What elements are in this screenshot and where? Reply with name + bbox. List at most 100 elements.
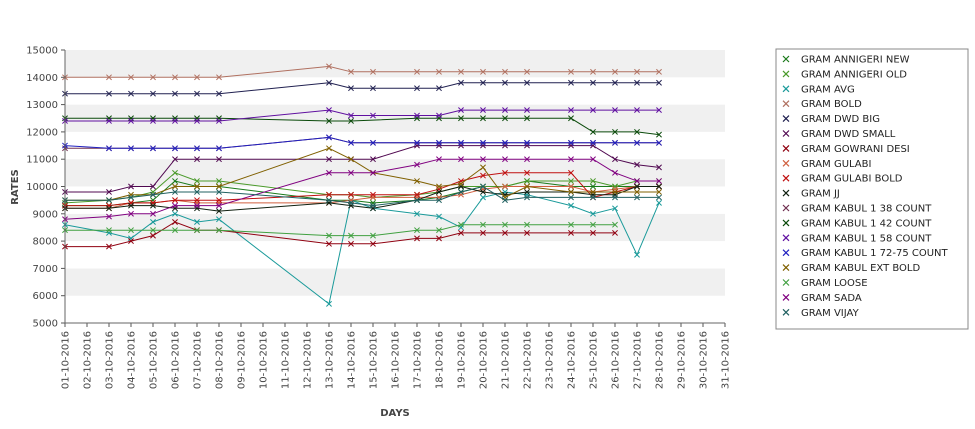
data-point bbox=[436, 68, 442, 75]
data-point bbox=[480, 107, 486, 114]
legend-label: GRAM LOOSE bbox=[801, 278, 868, 289]
data-point bbox=[634, 183, 640, 190]
plot-band bbox=[65, 213, 725, 242]
x-tick-label: 15-10-2016 bbox=[369, 331, 380, 389]
data-point bbox=[370, 139, 376, 146]
data-point bbox=[326, 191, 332, 198]
data-point bbox=[634, 189, 640, 195]
data-point bbox=[480, 189, 486, 195]
x-axis-title: DAYS bbox=[380, 408, 410, 419]
data-point bbox=[150, 199, 156, 206]
plot-band bbox=[65, 295, 725, 323]
data-point bbox=[414, 235, 420, 242]
data-point bbox=[150, 115, 156, 122]
legend-marker bbox=[782, 100, 790, 108]
x-tick-label: 03-10-2016 bbox=[105, 331, 116, 389]
data-point bbox=[128, 74, 134, 81]
data-point bbox=[436, 227, 442, 234]
x-tick-label: 12-10-2016 bbox=[303, 331, 314, 389]
legend-marker bbox=[782, 249, 790, 257]
data-point bbox=[106, 115, 112, 122]
legend-marker bbox=[782, 85, 790, 93]
legend-label: GRAM GULABI bbox=[801, 159, 871, 170]
data-point bbox=[326, 79, 332, 86]
data-point bbox=[370, 191, 376, 198]
data-point bbox=[524, 178, 530, 184]
data-point bbox=[612, 79, 618, 86]
data-point bbox=[502, 107, 508, 114]
data-point bbox=[370, 240, 376, 247]
data-point bbox=[370, 202, 376, 209]
data-point bbox=[612, 229, 618, 236]
data-point bbox=[568, 178, 574, 184]
data-point bbox=[634, 79, 640, 86]
data-point bbox=[216, 74, 222, 81]
x-tick-label: 04-10-2016 bbox=[127, 331, 138, 389]
legend-marker bbox=[782, 308, 790, 316]
data-point bbox=[172, 169, 178, 176]
data-point bbox=[524, 156, 530, 163]
data-point bbox=[436, 183, 442, 190]
data-point bbox=[194, 74, 200, 81]
x-tick-label: 14-10-2016 bbox=[347, 331, 358, 389]
data-point bbox=[458, 139, 464, 146]
data-point bbox=[480, 68, 486, 75]
x-tick-label: 09-10-2016 bbox=[237, 331, 248, 389]
data-point bbox=[172, 156, 178, 163]
data-point bbox=[194, 199, 200, 206]
data-point bbox=[590, 178, 596, 184]
data-point bbox=[590, 139, 596, 146]
data-point bbox=[106, 202, 112, 209]
data-point bbox=[194, 189, 200, 195]
data-point bbox=[612, 139, 618, 146]
x-tick-label: 19-10-2016 bbox=[457, 331, 468, 389]
data-point bbox=[370, 169, 376, 176]
x-tick-label: 13-10-2016 bbox=[325, 331, 336, 389]
data-point bbox=[480, 79, 486, 86]
x-tick-label: 30-10-2016 bbox=[699, 331, 710, 389]
data-point bbox=[590, 194, 596, 201]
data-point bbox=[436, 85, 442, 92]
legend-label: GRAM GOWRANI DESI bbox=[801, 144, 910, 155]
data-point bbox=[612, 183, 618, 190]
x-tick-label: 17-10-2016 bbox=[413, 331, 424, 389]
legend-label: GRAM JJ bbox=[801, 189, 840, 200]
x-tick-label: 01-10-2016 bbox=[61, 331, 72, 389]
data-point bbox=[150, 183, 156, 190]
x-tick-label: 24-10-2016 bbox=[567, 331, 578, 389]
data-point bbox=[326, 240, 332, 247]
series-6 bbox=[62, 219, 618, 250]
data-point bbox=[458, 68, 464, 75]
data-point bbox=[590, 221, 596, 228]
data-point bbox=[326, 118, 332, 124]
data-point bbox=[634, 68, 640, 75]
data-point bbox=[524, 139, 530, 146]
legend-marker bbox=[782, 70, 790, 78]
data-point bbox=[524, 169, 530, 176]
y-tick-label: 12000 bbox=[26, 127, 58, 138]
data-point bbox=[370, 85, 376, 92]
data-point bbox=[128, 194, 134, 201]
data-point bbox=[656, 164, 662, 171]
series-15 bbox=[62, 221, 618, 239]
data-point bbox=[216, 202, 222, 209]
legend-label: GRAM KABUL EXT BOLD bbox=[801, 263, 920, 274]
x-tick-label: 20-10-2016 bbox=[479, 331, 490, 389]
legend-marker bbox=[782, 159, 790, 167]
data-point bbox=[480, 172, 486, 179]
data-point bbox=[634, 128, 640, 135]
data-point bbox=[348, 202, 354, 209]
data-point bbox=[524, 115, 530, 122]
data-point bbox=[568, 107, 574, 114]
data-point bbox=[194, 115, 200, 122]
data-point bbox=[590, 79, 596, 86]
data-point bbox=[634, 194, 640, 201]
data-point bbox=[656, 131, 662, 138]
data-point bbox=[568, 189, 574, 195]
data-point bbox=[326, 232, 332, 239]
data-point bbox=[590, 68, 596, 75]
legend-label: GRAM KABUL 1 42 COUNT bbox=[801, 218, 932, 229]
legend-label: GRAM DWD BIG bbox=[801, 114, 880, 125]
y-tick-label: 15000 bbox=[26, 46, 58, 57]
data-point bbox=[414, 139, 420, 146]
